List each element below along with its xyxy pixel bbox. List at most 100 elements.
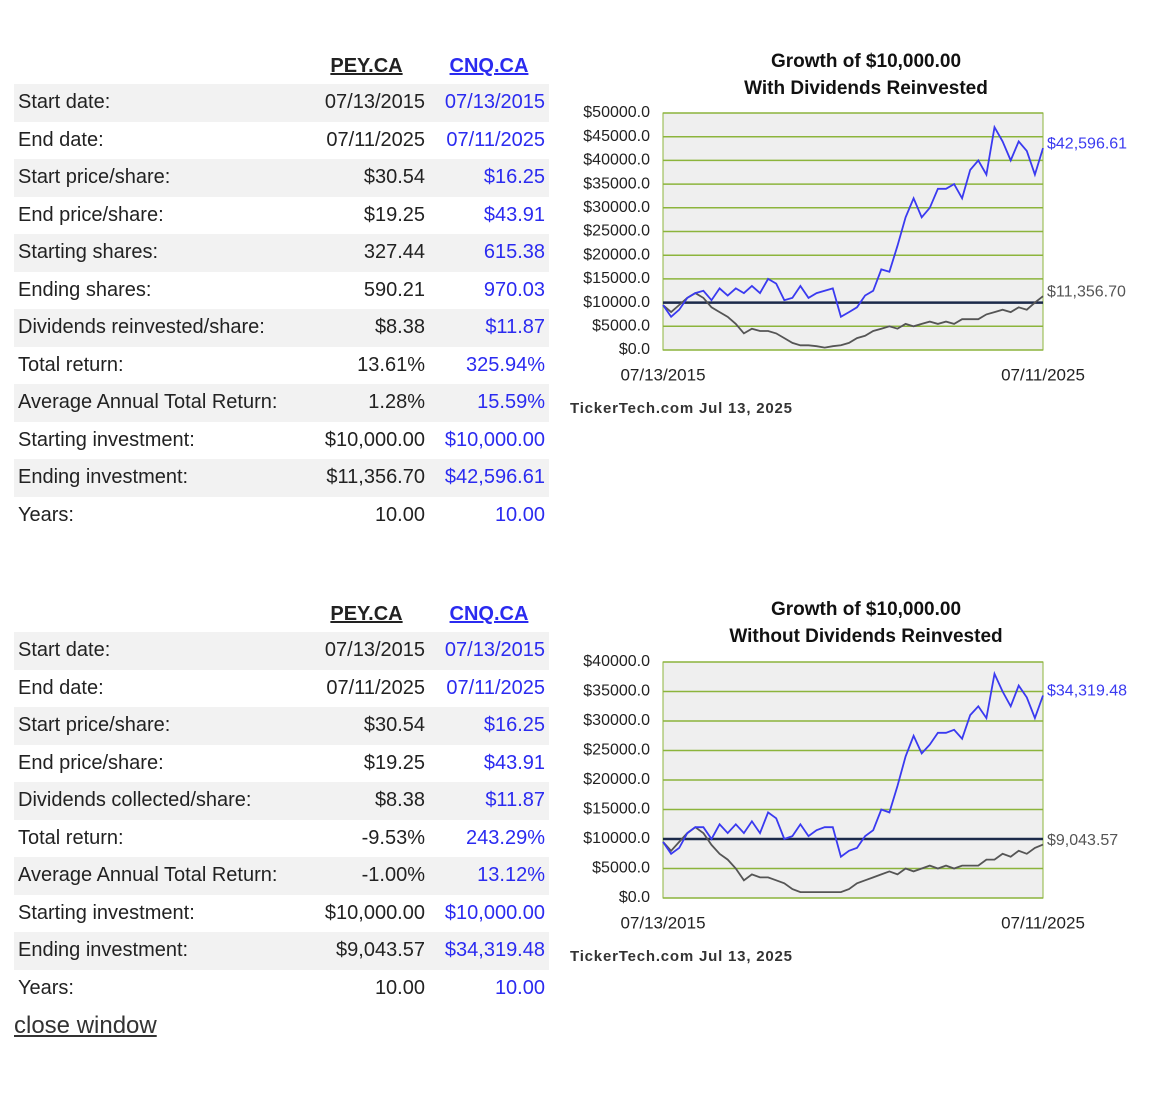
table-row: Years: 10.00 10.00 — [14, 497, 549, 535]
row-label: Dividends reinvested/share: — [14, 309, 304, 347]
table-row: Start date: 07/13/2015 07/13/2015 — [14, 632, 549, 670]
end-value-label: $42,596.61 — [1047, 135, 1127, 152]
cell-value: 07/11/2025 — [326, 676, 425, 699]
y-tick-label: $30000.0 — [583, 712, 650, 729]
source-label: TickerTech.com Jul 13, 2025 — [570, 948, 793, 965]
table-row: Average Annual Total Return: -1.00% 13.12% — [14, 857, 549, 895]
end-value-label: $34,319.48 — [1047, 683, 1127, 700]
row-label: End price/share: — [18, 751, 164, 774]
cell-value: 10.00 — [374, 976, 425, 999]
cell-value: $9,043.57 — [304, 932, 429, 970]
x-tick-label: 07/11/2025 — [1001, 365, 1085, 384]
header-row: PEY.CA CNQ.CA — [14, 596, 549, 632]
row-label: Total return: — [18, 826, 124, 849]
row-label: Start price/share: — [14, 707, 304, 745]
close-link[interactable]: close window — [14, 1012, 157, 1039]
table-row: Start price/share: $30.54 $16.25 — [14, 159, 549, 197]
chart-subtitle: Without Dividends Reinvested — [729, 626, 1002, 647]
cell-value: $11.87 — [429, 782, 549, 820]
table-row: Dividends reinvested/share: $8.38 $11.87 — [14, 309, 549, 347]
y-tick-label: $10000.0 — [583, 294, 650, 311]
header-cell: CNQ.CA — [429, 48, 549, 84]
ticker-link[interactable]: CNQ.CA — [449, 54, 529, 77]
cell-value: $10,000.00 — [324, 901, 425, 924]
cell-value: $43.91 — [483, 203, 545, 226]
x-tick-label: 07/13/2015 — [620, 913, 705, 932]
table-row: End price/share: $19.25 $43.91 — [14, 197, 549, 235]
series-line — [662, 670, 1044, 859]
table-row: Ending investment: $9,043.57 $34,319.48 — [14, 932, 549, 970]
source-label: TickerTech.com Jul 13, 2025 — [570, 400, 793, 417]
cell-value: 07/11/2025 — [326, 128, 425, 151]
row-label: End price/share: — [18, 203, 164, 226]
cell-value: -9.53% — [361, 826, 425, 849]
cell-value: 325.94% — [466, 353, 545, 376]
cell-value: 10.00 — [374, 503, 425, 526]
cell-value: 13.12% — [429, 857, 549, 895]
table-row: Ending shares: 590.21 970.03 — [14, 272, 549, 310]
table-row: Ending investment: $11,356.70 $42,596.61 — [14, 459, 549, 497]
x-tick-label: 07/11/2025 — [1001, 913, 1085, 932]
ticker-link[interactable]: PEY.CA — [330, 602, 403, 625]
cell-value: 07/11/2025 — [446, 128, 545, 151]
y-tick-label: $0.0 — [619, 889, 650, 906]
row-label: Average Annual Total Return: — [14, 857, 304, 895]
cell-value: $34,319.48 — [429, 932, 549, 970]
header-row: PEY.CA CNQ.CA — [14, 48, 549, 84]
y-tick-label: $15000.0 — [583, 801, 650, 818]
cell-value: 10.00 — [494, 976, 545, 999]
chart: Growth of $10,000.00 With Dividends Reinv… — [570, 51, 1127, 417]
cell-value: 615.38 — [429, 234, 549, 272]
cell-value: $10,000.00 — [324, 428, 425, 451]
comparison-table: PEY.CA CNQ.CA Start date: 07/13/2015 07/13/2… — [14, 596, 549, 1007]
cell-value: $19.25 — [363, 751, 425, 774]
cell-value: $16.25 — [429, 159, 549, 197]
chart-subtitle: With Dividends Reinvested — [744, 78, 988, 99]
y-tick-label: $20000.0 — [583, 771, 650, 788]
row-label: Years: — [18, 503, 74, 526]
chart: Growth of $10,000.00 Without Dividends Re… — [570, 599, 1127, 965]
table-row: Total return: -9.53% 243.29% — [14, 820, 549, 858]
cell-value: $43.91 — [483, 751, 545, 774]
cell-value: 07/13/2015 — [429, 632, 549, 670]
cell-value: $30.54 — [304, 707, 429, 745]
header-cell: PEY.CA — [304, 48, 429, 84]
cell-value: $16.25 — [429, 707, 549, 745]
cell-value: 07/13/2015 — [304, 84, 429, 122]
y-tick-label: $50000.0 — [583, 104, 650, 121]
cell-value: -1.00% — [304, 857, 429, 895]
end-value-label: $9,043.57 — [1047, 832, 1118, 849]
cell-value: 590.21 — [363, 278, 425, 301]
row-label: Total return: — [18, 353, 124, 376]
table-row: Start date: 07/13/2015 07/13/2015 — [14, 84, 549, 122]
x-tick-label: 07/13/2015 — [620, 365, 705, 384]
header-cell: PEY.CA — [304, 596, 429, 632]
table-row: End price/share: $19.25 $43.91 — [14, 745, 549, 783]
table-row: Start price/share: $30.54 $16.25 — [14, 707, 549, 745]
end-value-label: $11,356.70 — [1047, 283, 1126, 300]
y-tick-label: $40000.0 — [583, 152, 650, 169]
table-row: Starting shares: 327.44 615.38 — [14, 234, 549, 272]
ticker-link[interactable]: CNQ.CA — [449, 602, 529, 625]
cell-value: 243.29% — [466, 826, 545, 849]
header-cell — [14, 48, 304, 84]
y-tick-label: $30000.0 — [583, 199, 650, 216]
chart-title: Growth of $10,000.00 — [771, 599, 961, 620]
table-row: Starting investment: $10,000.00 $10,000.00 — [14, 895, 549, 933]
header-cell: CNQ.CA — [429, 596, 549, 632]
y-tick-label: $5000.0 — [592, 318, 650, 335]
table-row: Average Annual Total Return: 1.28% 15.59% — [14, 384, 549, 422]
cell-value: $10,000.00 — [444, 428, 545, 451]
row-label: Average Annual Total Return: — [14, 384, 304, 422]
y-tick-label: $20000.0 — [583, 246, 650, 263]
table-row: End date: 07/11/2025 07/11/2025 — [14, 122, 549, 160]
y-tick-label: $5000.0 — [592, 860, 650, 877]
series-line — [662, 124, 1044, 319]
cell-value: 15.59% — [429, 384, 549, 422]
y-tick-label: $25000.0 — [583, 742, 650, 759]
ticker-link[interactable]: PEY.CA — [330, 54, 403, 77]
chart-title: Growth of $10,000.00 — [771, 51, 961, 72]
y-tick-label: $35000.0 — [583, 683, 650, 700]
row-label: Dividends collected/share: — [14, 782, 304, 820]
